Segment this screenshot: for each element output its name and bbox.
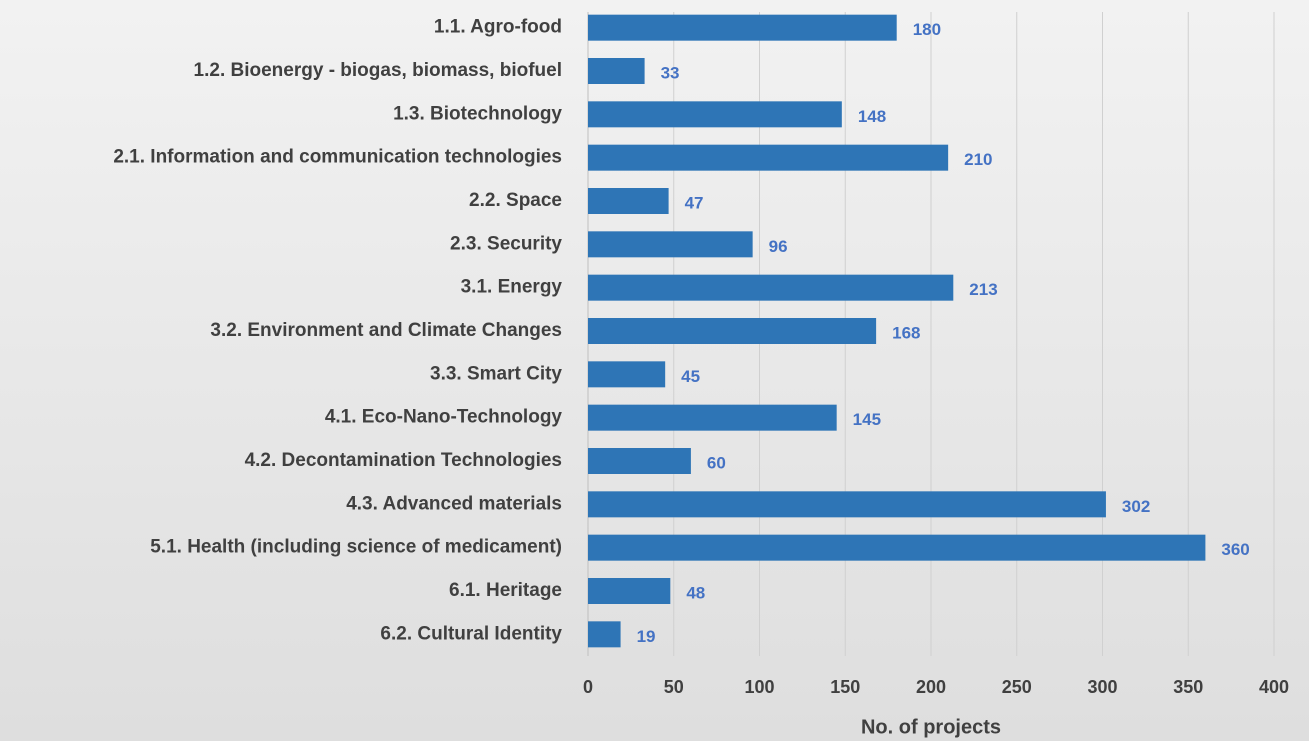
bar	[588, 231, 753, 258]
bar	[588, 14, 897, 41]
category-label: 4.1. Eco-Nano-Technology	[325, 407, 563, 428]
data-label: 45	[681, 367, 700, 386]
bar	[588, 404, 837, 431]
bar	[588, 448, 691, 474]
data-label: 60	[707, 453, 726, 472]
data-label: 213	[969, 280, 997, 299]
x-tick-label: 300	[1087, 677, 1117, 697]
bar	[588, 274, 954, 301]
bar	[588, 491, 1106, 518]
data-label: 302	[1122, 497, 1150, 516]
bar	[588, 534, 1206, 561]
data-label: 19	[637, 627, 656, 646]
category-label: 5.1. Health (including science of medica…	[150, 537, 562, 558]
category-label: 1.1. Agro-food	[434, 17, 562, 38]
x-tick-label: 100	[744, 677, 774, 697]
data-label: 48	[686, 583, 705, 602]
category-label: 3.3. Smart City	[430, 363, 562, 384]
x-tick-label: 150	[830, 677, 860, 697]
bar	[588, 361, 666, 388]
category-label: 1.2. Bioenergy - biogas, biomass, biofue…	[194, 60, 562, 81]
bar	[588, 318, 877, 344]
bar	[588, 188, 669, 214]
bar	[588, 58, 645, 84]
category-label: 3.2. Environment and Climate Changes	[210, 320, 562, 341]
bar	[588, 578, 671, 604]
bar	[588, 144, 949, 171]
data-label: 148	[858, 107, 886, 126]
x-tick-label: 50	[664, 677, 684, 697]
x-tick-label: 350	[1173, 677, 1203, 697]
data-label: 168	[892, 323, 920, 342]
data-label: 360	[1221, 540, 1249, 559]
category-label: 4.3. Advanced materials	[346, 493, 562, 514]
bar	[588, 101, 842, 128]
category-label: 3.1. Energy	[461, 277, 563, 298]
category-label: 4.2. Decontamination Technologies	[245, 450, 562, 471]
category-label: 6.2. Cultural Identity	[380, 623, 562, 644]
category-label: 6.1. Heritage	[449, 580, 562, 601]
x-tick-label: 200	[916, 677, 946, 697]
category-label: 1.3. Biotechnology	[393, 103, 562, 124]
data-label: 33	[661, 63, 680, 82]
x-tick-label: 250	[1002, 677, 1032, 697]
category-label: 2.1. Information and communication techn…	[113, 147, 562, 168]
data-label: 210	[964, 150, 992, 169]
x-tick-label: 400	[1259, 677, 1289, 697]
data-label: 47	[685, 193, 704, 212]
x-axis-title: No. of projects	[861, 716, 1001, 738]
bar	[588, 621, 621, 648]
data-label: 96	[769, 237, 788, 256]
data-label: 145	[853, 410, 881, 429]
data-label: 180	[913, 20, 941, 39]
category-label: 2.2. Space	[469, 190, 562, 211]
x-tick-label: 0	[583, 677, 593, 697]
category-label: 2.3. Security	[450, 233, 562, 254]
